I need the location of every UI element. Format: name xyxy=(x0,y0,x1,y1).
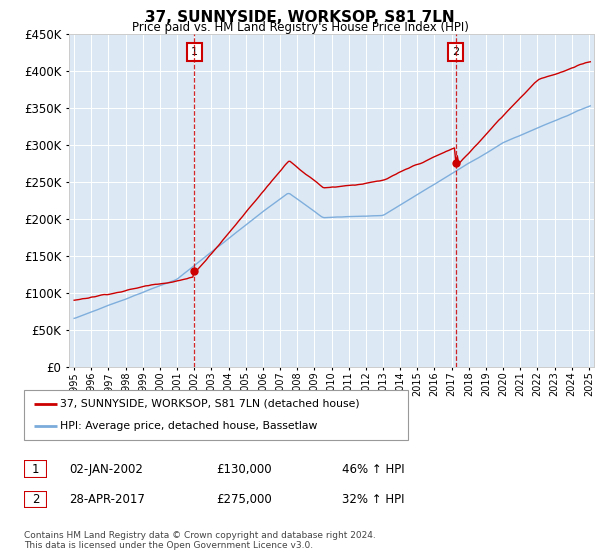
Text: Contains HM Land Registry data © Crown copyright and database right 2024.
This d: Contains HM Land Registry data © Crown c… xyxy=(24,531,376,550)
Text: 2: 2 xyxy=(452,47,460,57)
Text: 1: 1 xyxy=(32,463,39,476)
Text: 02-JAN-2002: 02-JAN-2002 xyxy=(69,463,143,476)
Text: HPI: Average price, detached house, Bassetlaw: HPI: Average price, detached house, Bass… xyxy=(61,421,318,431)
Text: 32% ↑ HPI: 32% ↑ HPI xyxy=(342,493,404,506)
Text: £130,000: £130,000 xyxy=(216,463,272,476)
Text: £275,000: £275,000 xyxy=(216,493,272,506)
Text: 2: 2 xyxy=(32,493,39,506)
Text: Price paid vs. HM Land Registry's House Price Index (HPI): Price paid vs. HM Land Registry's House … xyxy=(131,21,469,34)
FancyBboxPatch shape xyxy=(24,460,47,478)
Text: 46% ↑ HPI: 46% ↑ HPI xyxy=(342,463,404,476)
Text: 37, SUNNYSIDE, WORKSOP, S81 7LN (detached house): 37, SUNNYSIDE, WORKSOP, S81 7LN (detache… xyxy=(61,399,360,409)
Text: 37, SUNNYSIDE, WORKSOP, S81 7LN: 37, SUNNYSIDE, WORKSOP, S81 7LN xyxy=(145,10,455,25)
FancyBboxPatch shape xyxy=(24,390,408,440)
Text: 1: 1 xyxy=(191,47,198,57)
Text: 28-APR-2017: 28-APR-2017 xyxy=(69,493,145,506)
FancyBboxPatch shape xyxy=(24,491,47,508)
